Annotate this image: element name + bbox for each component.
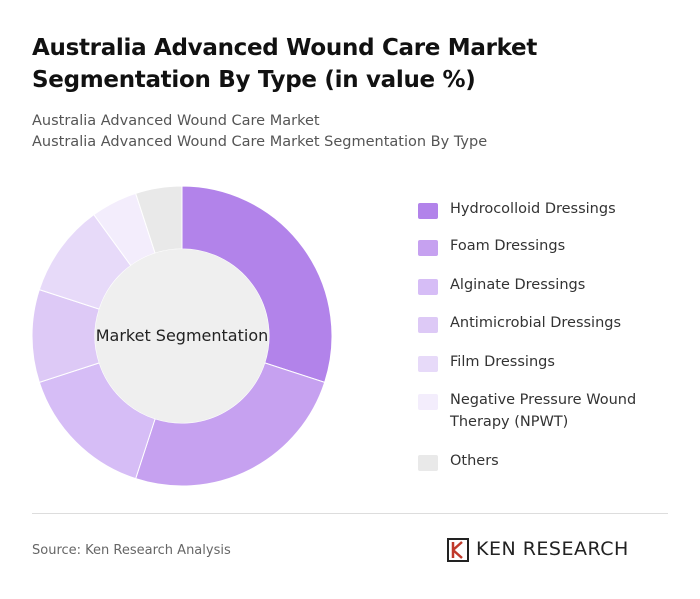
donut-chart: Market Segmentation (31, 185, 333, 487)
logo-icon (447, 538, 469, 562)
divider (32, 513, 668, 514)
legend-label: Film Dressings (450, 354, 555, 370)
legend-swatch (418, 240, 438, 256)
legend-item: Others (418, 450, 650, 472)
source: Source: Ken Research Analysis (32, 543, 231, 558)
center-label: Market Segmentation (96, 326, 269, 345)
legend-label: Alginate Dressings (450, 277, 586, 293)
legend-label: Hydrocolloid Dressings (450, 201, 616, 217)
chart-title: Australia Advanced Wound Care Market Seg… (32, 35, 538, 93)
legend-swatch (418, 394, 438, 410)
legend-label: Foam Dressings (450, 238, 566, 254)
legend-swatch (418, 279, 438, 295)
legend-swatch (418, 203, 438, 219)
legend-swatch (418, 455, 438, 471)
legend-item: Antimicrobial Dressings (418, 312, 650, 334)
legend-label: Others (450, 453, 499, 469)
legend-item: Negative Pressure Wound Therapy (NPWT) (418, 389, 650, 433)
legend-item: Hydrocolloid Dressings (418, 198, 650, 220)
subtitle: Australia Advanced Wound Care Market Seg… (32, 134, 488, 150)
legend-label: Negative Pressure Wound Therapy (NPWT) (450, 392, 637, 430)
legend-item: Alginate Dressings (418, 274, 650, 296)
legend-item: Foam Dressings (418, 235, 650, 257)
legend-item: Film Dressings (418, 351, 650, 373)
legend-swatch (418, 356, 438, 372)
donut-hole (95, 249, 269, 423)
subtitle: Australia Advanced Wound Care Market (32, 113, 320, 129)
legend-swatch (418, 317, 438, 333)
brand: KEN RESEARCH (476, 538, 629, 560)
legend-label: Antimicrobial Dressings (450, 315, 622, 331)
